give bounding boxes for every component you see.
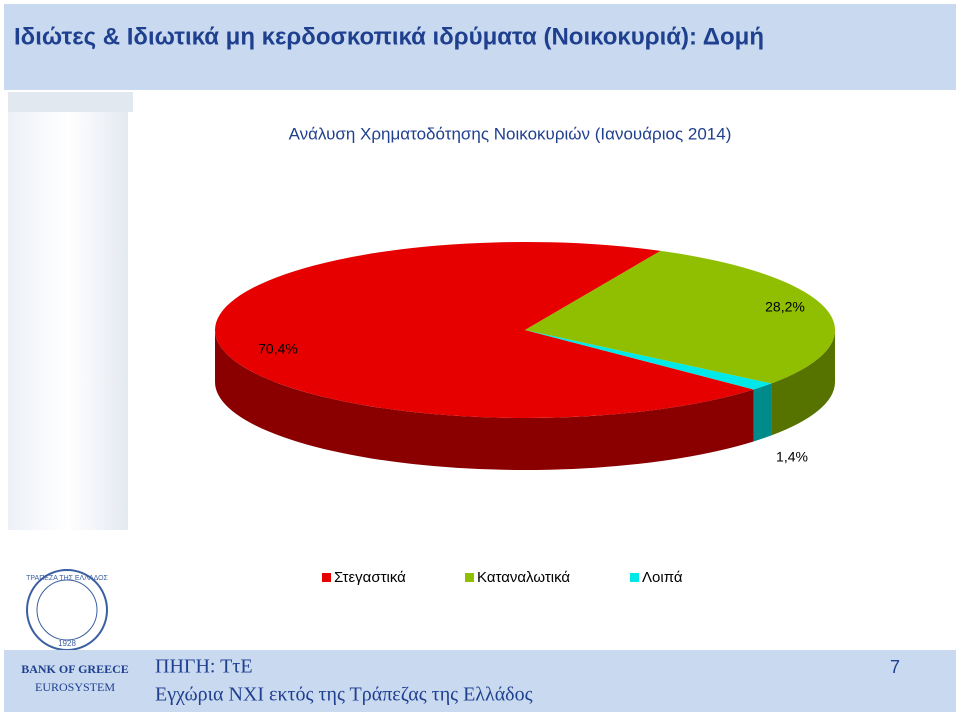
pie-side [215, 330, 754, 470]
legend-swatch [465, 573, 474, 582]
data-label: 70,4% [258, 341, 298, 357]
pie-slice [525, 330, 772, 390]
footer-system: EUROSYSTEM [35, 680, 115, 694]
footer-note: Εγχώρια ΝΧΙ εκτός της Τράπεζας της Ελλάδ… [155, 684, 533, 706]
footer-band [4, 650, 956, 712]
data-label: 1,4% [776, 449, 808, 465]
logo-year: 1928 [58, 639, 76, 648]
data-label: 28,2% [765, 299, 805, 315]
column-capital [8, 92, 133, 112]
logo-text: ΤΡΑΠΕΖΑ ΤΗΣ ΕΛΛΑΔΟΣ [26, 575, 108, 582]
pie-side [753, 383, 772, 442]
pie-side [771, 330, 835, 436]
slide-title: Ιδιώτες & Ιδιωτικά μη κερδοσκοπικά ιδρύμ… [14, 23, 764, 50]
page-number: 7 [890, 657, 900, 677]
footer-bank: BANK OF GREECE [21, 662, 129, 676]
pie: 70,4% 28,2% 1,4% [215, 242, 836, 470]
pie-slice [215, 242, 754, 418]
legend-label: Λοιπά [642, 569, 683, 586]
legend-swatch [630, 573, 639, 582]
header-band [4, 4, 956, 90]
column-decoration [8, 100, 128, 530]
legend-label: Στεγαστικά [334, 569, 406, 586]
legend-swatch [322, 573, 331, 582]
pie-slice [525, 250, 836, 384]
footer-source: ΠΗΓΗ: ΤτΕ [155, 656, 253, 678]
chart-title: Ανάλυση Χρηματοδότησης Νοικοκυριών (Ιανο… [289, 124, 732, 143]
legend-label: Καταναλωτικά [477, 569, 570, 586]
legend: Στεγαστικά Καταναλωτικά Λοιπά [322, 569, 683, 586]
